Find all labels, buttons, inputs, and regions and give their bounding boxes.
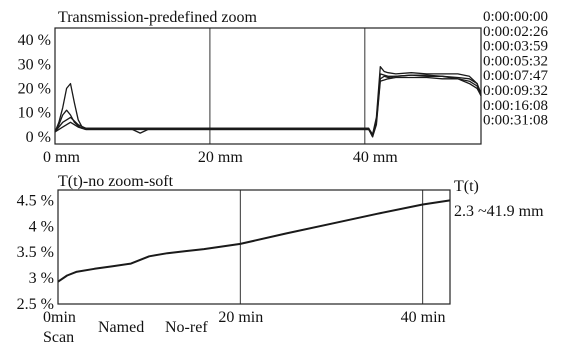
transmission-chart: Transmission-predefined zoom 0 % 10 % 20 %… [18, 9, 549, 166]
top-y-tick-label: 10 % [18, 105, 51, 122]
top-series-group [54, 66, 482, 138]
top-x-tick-labels: 0 mm 20 mm 40 mm [43, 149, 398, 166]
top-gridlines [209, 28, 366, 144]
tt-chart: T(t)-no zoom-soft 2.5 %3 %3.5 %4 %4.5 % … [17, 173, 544, 326]
top-series-line-3 [54, 76, 482, 138]
time-legend-entry: 0:00:16:08 [483, 98, 548, 114]
noref-label: No-ref [165, 319, 208, 336]
named-label: Named [98, 319, 144, 336]
bottom-y-tick-label: 3.5 % [17, 244, 54, 261]
scan-label: Scan [43, 329, 74, 346]
bottom-gridlines [239, 190, 424, 304]
top-y-tick-label: 0 % [26, 129, 51, 146]
top-series-line-0 [54, 66, 482, 135]
time-legend-entry: 0:00:05:32 [483, 53, 548, 69]
top-y-tick-label: 30 % [18, 56, 51, 73]
top-series-line-1 [54, 74, 482, 137]
time-legend-entry: 0:00:00:00 [483, 9, 548, 25]
bottom-x-tick-label: 0min [43, 309, 76, 326]
top-series-line-2 [54, 73, 482, 138]
series-label-tt: T(t) [454, 178, 479, 195]
top-y-tick-label: 40 % [18, 32, 51, 49]
top-plot-frame [54, 27, 482, 145]
bottom-x-tick-label: 20 min [218, 309, 263, 326]
time-legend: 0:00:00:000:00:02:260:00:03:590:00:05:32… [483, 9, 549, 129]
range-annotation: 2.3 ~41.9 mm [454, 203, 544, 220]
bottom-y-tick-label: 2.5 % [17, 296, 54, 313]
bottom-y-tick-label: 4 % [29, 218, 54, 235]
time-legend-entry: 0:00:09:32 [483, 83, 548, 99]
time-legend-entry: 0:00:02:26 [483, 24, 549, 40]
chart-title: Transmission-predefined zoom [58, 9, 257, 26]
top-x-tick-label: 20 mm [198, 149, 243, 166]
time-legend-entry: 0:00:03:59 [483, 39, 548, 55]
time-legend-entry: 0:00:07:47 [483, 68, 549, 84]
top-x-tick-label: 0 mm [43, 149, 80, 166]
bottom-y-tick-label: 3 % [29, 270, 54, 287]
bottom-y-tick-labels: 2.5 % 3 % 3.5 % 4 % 4.5 % [17, 192, 54, 313]
top-x-tick-label: 40 mm [353, 149, 398, 166]
time-legend-entry: 0:00:31:08 [483, 113, 548, 129]
chart-title: T(t)-no zoom-soft [58, 173, 174, 190]
top-y-tick-labels: 0 % 10 % 20 % 30 % 40 % [18, 32, 51, 146]
bottom-y-tick-label: 4.5 % [17, 192, 54, 209]
bottom-series-line-0 [57, 199, 451, 283]
bottom-x-tick-label: 40 min [401, 309, 446, 326]
top-y-tick-label: 20 % [18, 80, 51, 97]
bottom-plot-frame [57, 189, 451, 305]
bottom-series-group [57, 199, 451, 283]
bottom-x-tick-labels: 0min 20 min 40 min [43, 309, 446, 326]
